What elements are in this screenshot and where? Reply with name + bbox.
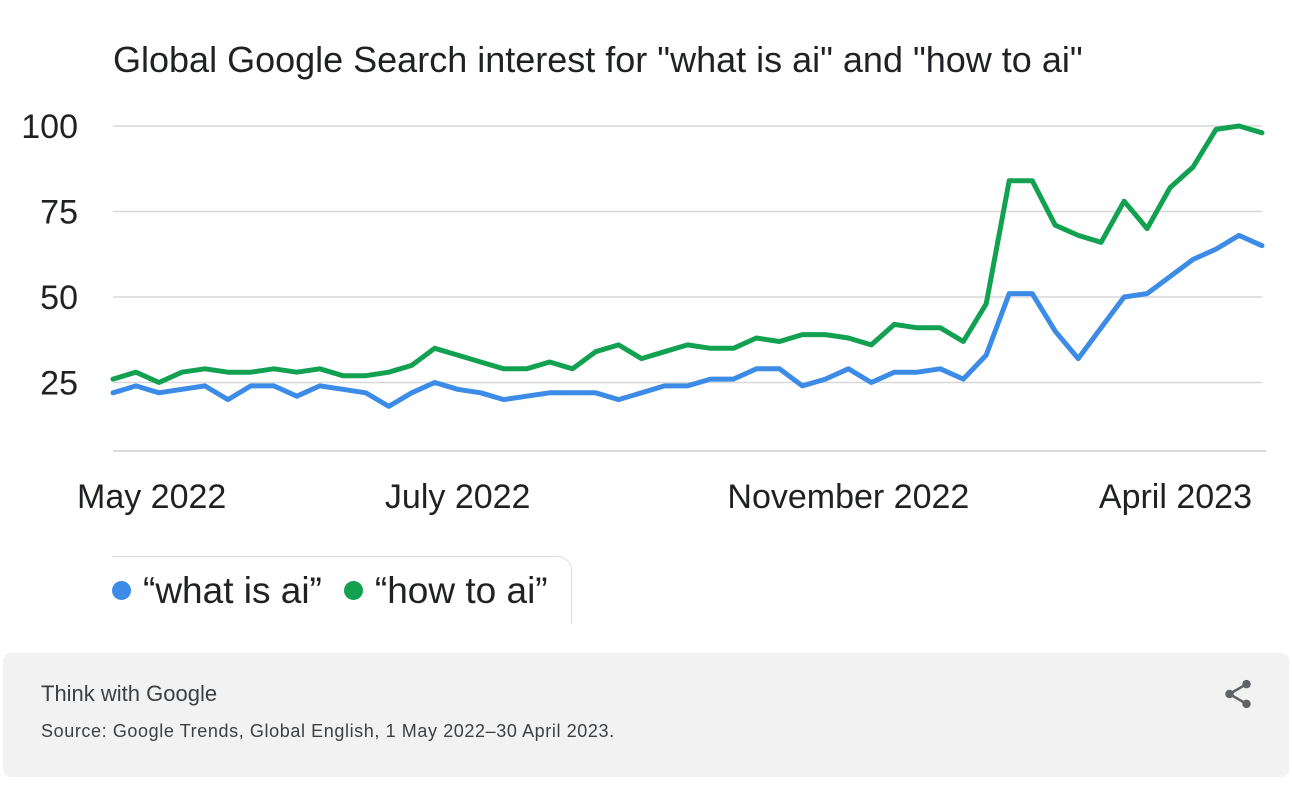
legend-swatch-what-is-ai xyxy=(112,581,131,600)
share-icon[interactable] xyxy=(1221,677,1255,711)
y-tick-label-75: 75 xyxy=(40,194,78,232)
x-axis-ticks: May 2022 July 2022 November 2022 April 2023 xyxy=(77,478,1252,516)
legend-item-what-is-ai[interactable]: “what is ai” xyxy=(112,570,322,612)
footer: Think with Google Source: Google Trends,… xyxy=(3,653,1289,777)
x-tick-label-3: April 2023 xyxy=(1099,478,1252,516)
legend-label-how-to-ai: “how to ai” xyxy=(374,569,548,611)
x-tick-label-0: May 2022 xyxy=(77,478,226,516)
y-axis-ticks: 100 75 50 25 xyxy=(21,108,78,403)
series-lines xyxy=(110,123,1265,409)
footer-brand: Think with Google xyxy=(41,681,218,706)
y-tick-label-100: 100 xyxy=(21,108,78,146)
legend: “what is ai” “how to ai” xyxy=(112,556,572,624)
y-tick-label-50: 50 xyxy=(40,279,78,317)
chart-title: Global Google Search interest for "what … xyxy=(113,39,1083,80)
series-line-1 xyxy=(110,123,1265,385)
x-tick-label-1: July 2022 xyxy=(385,478,531,516)
gridlines xyxy=(113,125,1266,452)
chart: Global Google Search interest for "what … xyxy=(21,39,1266,516)
x-tick-label-2: November 2022 xyxy=(727,478,969,516)
series-line-0 xyxy=(110,232,1265,409)
legend-label-what-is-ai: “what is ai” xyxy=(143,569,322,611)
y-tick-label-25: 25 xyxy=(40,365,78,403)
footer-source: Source: Google Trends, Global English, 1… xyxy=(41,721,615,741)
legend-item-how-to-ai[interactable]: “how to ai” xyxy=(343,569,548,612)
legend-swatch-how-to-ai xyxy=(343,581,363,600)
